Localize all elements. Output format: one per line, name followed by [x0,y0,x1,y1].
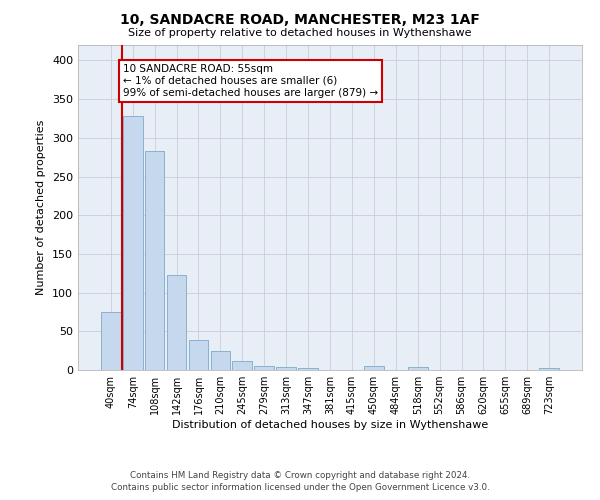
Text: 10, SANDACRE ROAD, MANCHESTER, M23 1AF: 10, SANDACRE ROAD, MANCHESTER, M23 1AF [120,12,480,26]
Bar [123,116,143,370]
Bar [364,366,384,370]
Bar [167,275,187,370]
Y-axis label: Number of detached properties: Number of detached properties [37,120,46,295]
Text: Size of property relative to detached houses in Wythenshawe: Size of property relative to detached ho… [128,28,472,38]
Text: Contains HM Land Registry data © Crown copyright and database right 2024.
Contai: Contains HM Land Registry data © Crown c… [110,471,490,492]
Bar [539,368,559,370]
Bar [211,352,230,370]
Bar [254,366,274,370]
Bar [298,368,318,370]
Bar [101,312,121,370]
Bar [276,367,296,370]
Bar [232,360,252,370]
X-axis label: Distribution of detached houses by size in Wythenshawe: Distribution of detached houses by size … [172,420,488,430]
Bar [188,340,208,370]
Text: 10 SANDACRE ROAD: 55sqm
← 1% of detached houses are smaller (6)
99% of semi-deta: 10 SANDACRE ROAD: 55sqm ← 1% of detached… [123,64,378,98]
Bar [145,151,164,370]
Bar [408,367,428,370]
